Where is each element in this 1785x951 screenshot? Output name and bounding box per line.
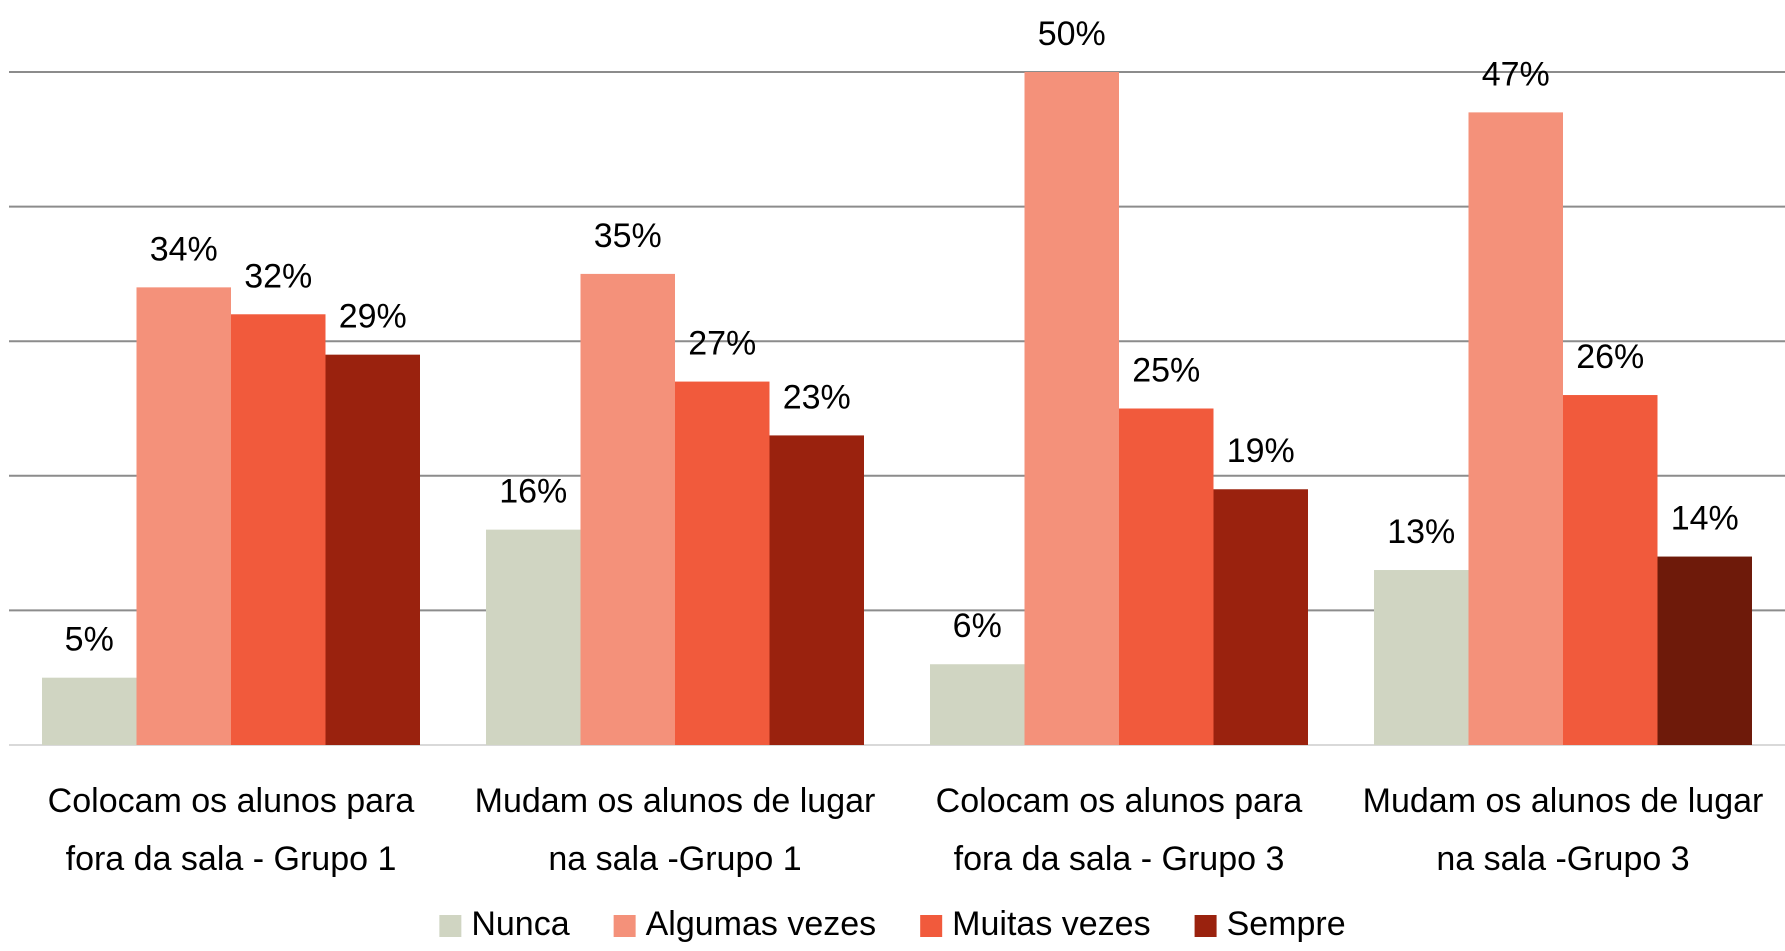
bar [580,273,675,745]
data-label: 25% [1132,351,1200,389]
legend-label: Sempre [1227,905,1346,943]
bar [675,381,770,745]
legend-label: Nunca [471,905,569,943]
x-tick-label: Mudam os alunos de lugar na sala -Grupo … [1362,782,1764,878]
bar [325,354,420,745]
data-label: 19% [1227,432,1295,470]
bar [1024,72,1119,745]
bar [1374,570,1469,745]
data-label: 32% [244,257,312,295]
legend-swatch [613,915,636,937]
bar [930,664,1025,745]
legend-label: Muitas vezes [952,905,1150,943]
data-label: 50% [1038,15,1106,53]
data-label: 35% [594,217,662,255]
x-tick-label: Colocam os alunos para fora da sala - Gr… [935,782,1303,878]
bar [1563,395,1658,745]
data-label: 13% [1387,513,1455,551]
data-label: 29% [339,298,407,336]
data-label: 23% [783,378,851,416]
x-tick-label: Mudam os alunos de lugar na sala -Grupo … [474,782,876,878]
legend-swatch [920,915,943,937]
data-label: 47% [1482,55,1550,93]
data-label: 5% [65,621,114,659]
bar [1119,408,1214,745]
data-label: 26% [1576,338,1644,376]
legend-swatch [1194,915,1217,937]
data-label: 34% [150,230,218,268]
bar [136,287,231,745]
data-label: 14% [1671,500,1739,538]
legend-swatch [439,915,462,937]
bar [1468,112,1563,745]
legend-label: Algumas vezes [646,905,877,943]
bar [1213,489,1308,745]
data-label: 6% [953,607,1002,645]
bar [42,677,137,745]
bar [231,314,326,745]
x-tick-label: Colocam os alunos para fora da sala - Gr… [47,782,415,878]
bar [486,529,581,745]
data-label: 16% [499,473,567,511]
bar [769,435,864,745]
bar [1657,556,1752,745]
data-label: 27% [688,325,756,363]
